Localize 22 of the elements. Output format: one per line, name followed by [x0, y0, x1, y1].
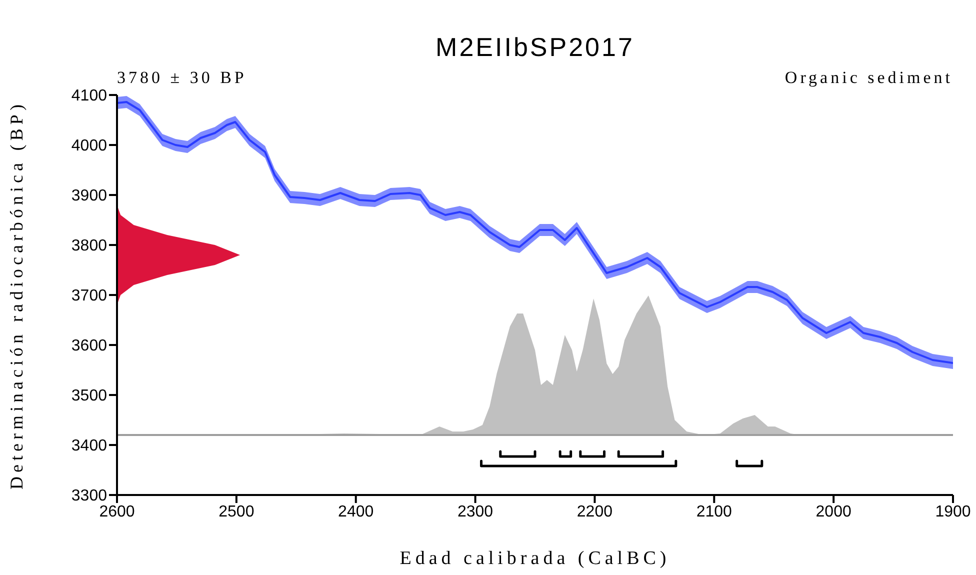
x-tick-label: 2400: [338, 503, 374, 520]
y-tick-label: 3700: [71, 288, 108, 305]
chart-title: M2EIIbSP2017: [434, 32, 636, 63]
y-tick-label: 3900: [71, 188, 108, 205]
x-tick-label: 2300: [457, 503, 494, 520]
y-tick-label: 4000: [71, 138, 108, 155]
y-tick-label: 3500: [71, 388, 108, 405]
y-tick-label: 3300: [71, 488, 108, 505]
x-tick-label: 2200: [576, 503, 613, 520]
y-tick-label: 3400: [71, 438, 108, 455]
y-tick-label: 3800: [71, 238, 108, 255]
x-tick-label: 2100: [696, 503, 732, 520]
x-tick-label: 2600: [99, 503, 135, 520]
x-tick-label: 1900: [935, 503, 971, 520]
y-tick-label: 4100: [71, 88, 108, 105]
x-tick-label: 2500: [218, 503, 254, 520]
y-axis-title: Determinación radiocarbónica (BP): [6, 100, 26, 490]
y-tick-label: 3600: [71, 338, 108, 355]
x-axis-title: Edad calibrada (CalBC): [400, 548, 670, 569]
text: 3780 ± 30 BP: [117, 68, 247, 88]
text: Organic sediment: [784, 68, 953, 88]
x-tick-label: 2000: [816, 503, 852, 520]
